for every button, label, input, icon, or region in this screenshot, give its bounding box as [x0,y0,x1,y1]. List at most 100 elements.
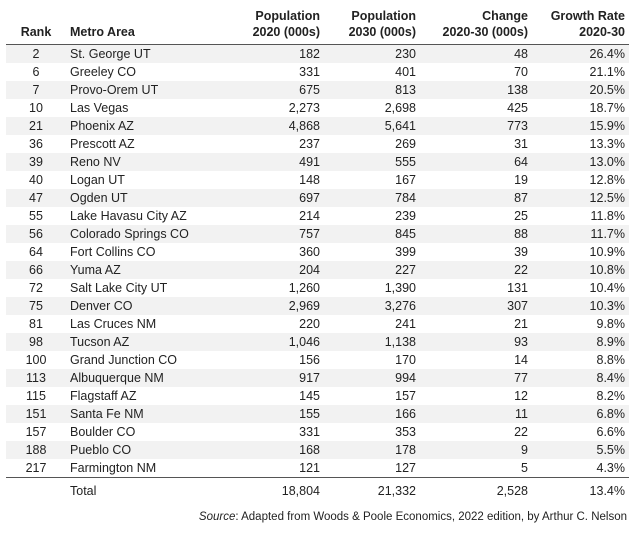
cell-metro-area: Provo-Orem UT [66,81,220,99]
cell-rank: 55 [29,209,43,223]
table-row: 47 Ogden UT 697 784 87 12.5% [6,189,629,207]
cell-population-2030: 5,641 [324,117,420,135]
source-note: Source: Adapted from Woods & Poole Econo… [199,511,627,523]
table-row: 66 Yuma AZ 204 227 22 10.8% [6,261,629,279]
cell-population-2030: 167 [395,173,416,187]
cell-metro-area: Fort Collins CO [70,245,156,259]
cell-growth-rate: 13.4% [532,477,629,502]
cell-change: 22 [420,261,532,279]
cell-population-2020: 182 [220,44,324,63]
cell-change: 9 [420,441,532,459]
cell-change: 307 [420,297,532,315]
cell-rank: 115 [26,389,46,403]
cell-rank: 81 [29,317,43,331]
cell-change: 14 [514,353,528,367]
cell-rank: 151 [6,405,66,423]
cell-population-2020: 148 [299,173,320,187]
table-body: 2 St. George UT 182 230 48 26.4% 6 Greeley CO 33… [6,44,629,502]
cell-population-2020: 697 [220,189,324,207]
table-row: 98 Tucson AZ 1,046 1,138 93 8.9% [6,333,629,351]
cell-change: 48 [420,44,532,63]
cell-growth-rate: 15.9% [532,117,629,135]
cell-population-2030: 241 [395,317,416,331]
cell-growth-rate: 26.4% [532,44,629,63]
cell-change: 77 [420,369,532,387]
cell-metro-area: Tucson AZ [66,333,220,351]
cell-change: 22 [514,425,528,439]
cell-population-2020: 1,260 [288,281,320,295]
cell-rank: 56 [6,225,66,243]
cell-growth-rate: 13.3% [589,137,625,151]
table-row: 39 Reno NV 491 555 64 13.0% [6,153,629,171]
cell-population-2020: 491 [220,153,324,171]
table-row: 64 Fort Collins CO 360 399 39 10.9% [6,243,629,261]
cell-change: 87 [420,189,532,207]
cell-change: 39 [514,245,528,259]
table-row: 217 Farmington NM 121 127 5 4.3% [6,459,629,478]
cell-population-2030: 269 [395,137,416,151]
cell-change: 5 [521,461,528,475]
cell-change: 31 [514,137,528,151]
header-population-2020: Population 2020 (000s) [220,8,324,45]
cell-change: 2,528 [420,477,532,502]
cell-population-2020: 220 [299,317,320,331]
cell-metro-area: Prescott AZ [70,137,135,151]
cell-growth-rate: 10.8% [532,261,629,279]
cell-rank: 36 [29,137,43,151]
cell-population-2020: 2,969 [220,297,324,315]
cell-rank: 72 [29,281,43,295]
cell-population-2030: 239 [395,209,416,223]
cell-rank: 39 [6,153,66,171]
cell-population-2030: 230 [324,44,420,63]
cell-growth-rate: 6.8% [532,405,629,423]
cell-change: 21 [514,317,528,331]
cell-growth-rate: 12.5% [532,189,629,207]
cell-metro-area: St. George UT [66,44,220,63]
cell-change: 11 [420,405,532,423]
cell-population-2020: 155 [220,405,324,423]
cell-metro-area: Las Cruces NM [70,317,157,331]
cell-population-2020: 2,273 [288,101,320,115]
cell-rank: 2 [6,44,66,63]
cell-growth-rate: 11.8% [590,209,625,223]
cell-metro-area: Ogden UT [66,189,220,207]
cell-population-2030: 178 [324,441,420,459]
header-rank: Rank [6,8,66,45]
cell-rank: 47 [6,189,66,207]
total-row: Total 18,804 21,332 2,528 13.4% [6,477,629,502]
table-row: 72 Salt Lake City UT 1,260 1,390 131 10.4% [6,279,629,297]
cell-rank: 6 [32,65,40,79]
cell-rank: 7 [6,81,66,99]
cell-growth-rate: 10.3% [532,297,629,315]
table-row: 56 Colorado Springs CO 757 845 88 11.7% [6,225,629,243]
cell-population-2030: 21,332 [324,477,420,502]
cell-metro-area: Greeley CO [70,65,136,79]
cell-metro-area: Las Vegas [70,101,129,115]
cell-population-2020: 156 [299,353,320,367]
cell-population-2030: 2,698 [384,101,416,115]
cell-population-2030: 994 [324,369,420,387]
cell-metro-area: Grand Junction CO [70,353,177,367]
cell-population-2020: 331 [299,425,320,439]
cell-population-2020: 757 [220,225,324,243]
cell-growth-rate: 5.5% [532,441,629,459]
cell-population-2020: 168 [220,441,324,459]
cell-population-2030: 399 [395,245,416,259]
table-row: 75 Denver CO 2,969 3,276 307 10.3% [6,297,629,315]
cell-population-2020: 121 [299,461,320,475]
cell-population-2030: 784 [324,189,420,207]
cell-rank: 10 [29,101,43,115]
cell-population-2020: 1,046 [220,333,324,351]
cell-population-2020: 214 [299,209,320,223]
table-row: 157 Boulder CO 331 353 22 6.6% [6,423,629,441]
table-row: 7 Provo-Orem UT 675 813 138 20.5% [6,81,629,99]
cell-metro-area: Denver CO [66,297,220,315]
data-table-container: Rank Metro Area Population 2020 (000s) P… [6,8,629,502]
cell-rank: 100 [25,353,47,367]
cell-rank: 98 [6,333,66,351]
table-row: 40 Logan UT 148 167 19 12.8% [6,171,629,189]
cell-change: 64 [420,153,532,171]
cell-population-2020: 917 [220,369,324,387]
cell-rank: 217 [25,461,47,475]
cell-change: 93 [420,333,532,351]
